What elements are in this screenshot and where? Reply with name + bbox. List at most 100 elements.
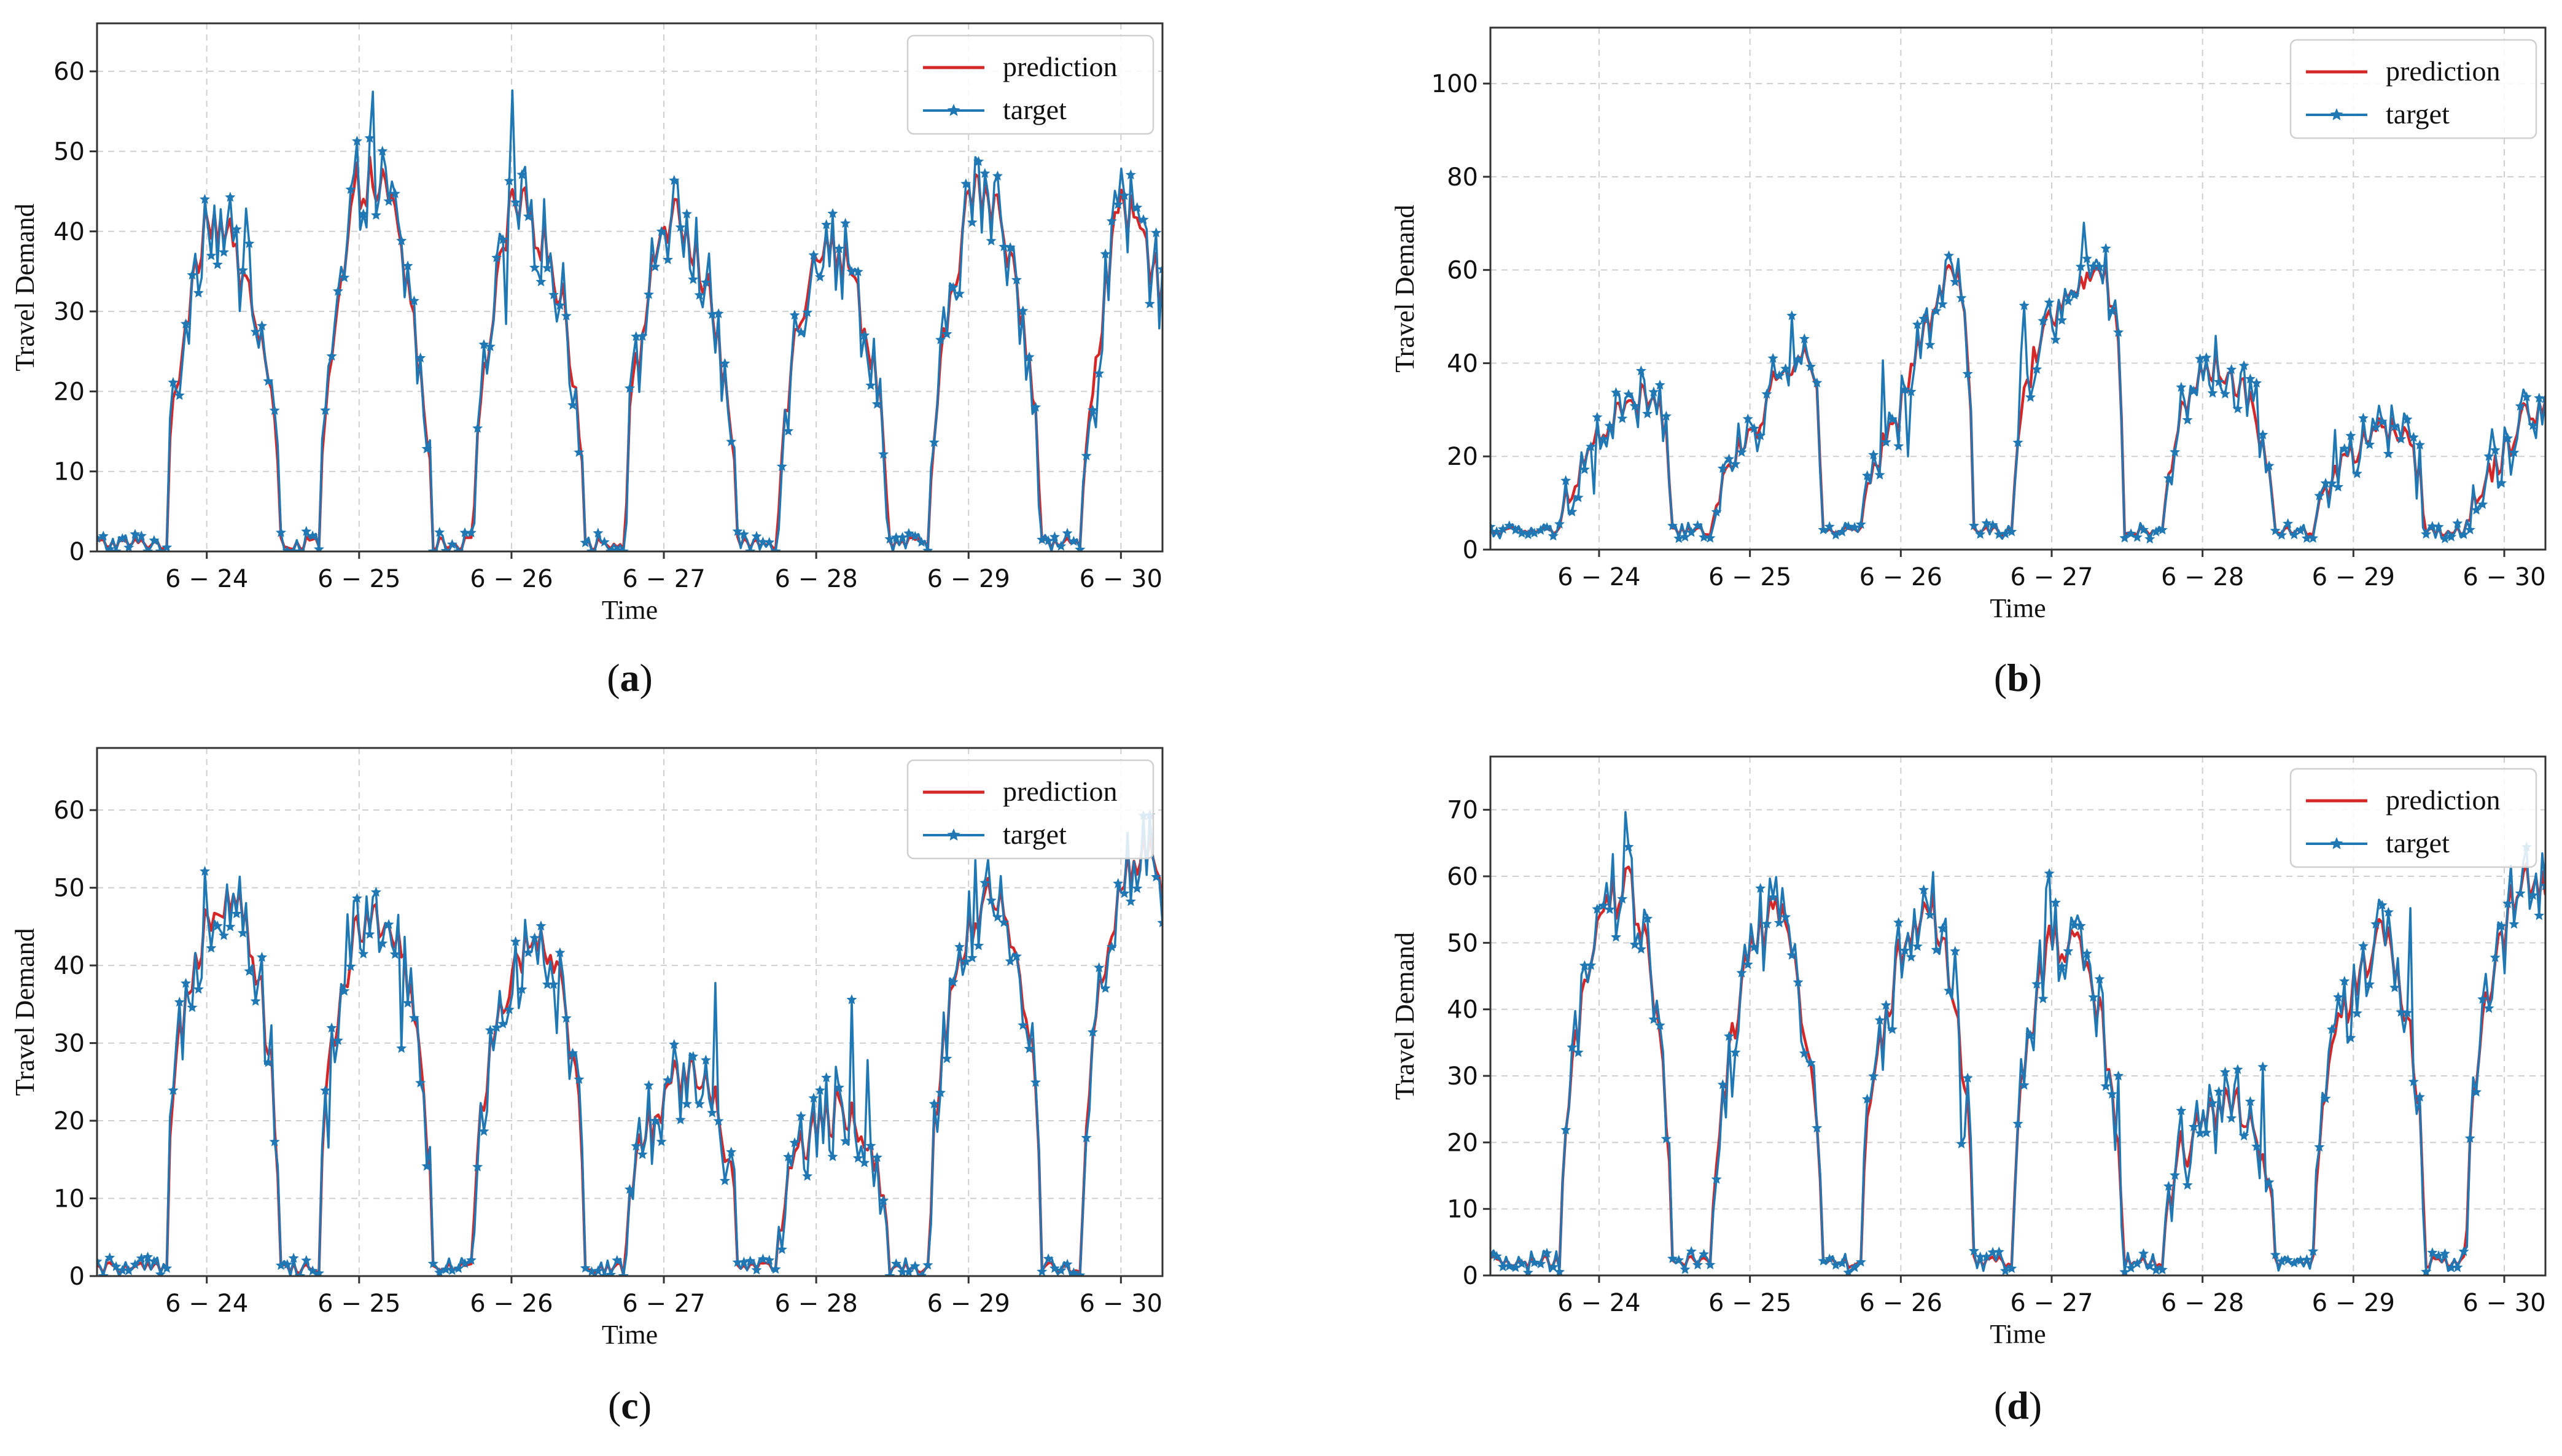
target-point: [427, 1258, 438, 1269]
target-point: [516, 169, 528, 179]
target-point: [2195, 1127, 2206, 1138]
target-point: [941, 329, 952, 339]
target-point: [1151, 871, 1162, 882]
target-point: [1598, 434, 1609, 444]
y-tick-label: 20: [53, 378, 85, 406]
target-point: [1786, 949, 1797, 960]
target-point: [795, 327, 806, 337]
target-point: [123, 1265, 134, 1275]
target-point: [1818, 524, 1829, 535]
target-point: [1812, 1123, 1823, 1133]
target-point: [1855, 518, 1866, 529]
target-point: [903, 1266, 914, 1276]
target-point: [200, 193, 211, 204]
y-tick-label: 0: [1463, 1262, 1478, 1290]
target-point: [263, 375, 274, 386]
target-point: [1037, 1266, 1048, 1276]
target-point: [2540, 880, 2545, 890]
target-point: [1113, 199, 1124, 209]
target-point: [745, 546, 756, 551]
target-point: [1087, 1026, 1098, 1037]
target-point: [2138, 524, 2149, 535]
y-tick-label: 40: [1447, 996, 1478, 1024]
x-tick-label: 6 − 29: [927, 565, 1010, 593]
target-point: [396, 235, 407, 246]
target-point: [339, 986, 350, 996]
target-point: [2219, 1067, 2230, 1077]
target-point: [1730, 458, 1741, 469]
target-point: [408, 1012, 419, 1023]
target-point: [1730, 1047, 1741, 1057]
target-point: [2534, 910, 2545, 921]
target-point: [1767, 352, 1778, 363]
x-tick-label: 6 − 30: [1080, 1290, 1162, 1318]
target-point: [2439, 1248, 2450, 1258]
target-point: [1567, 506, 1578, 516]
target-point: [1504, 520, 1515, 531]
target-point: [827, 208, 838, 219]
target-point: [345, 960, 356, 971]
target-point: [2433, 1250, 2444, 1261]
target-point: [643, 1080, 654, 1090]
target-point: [478, 339, 489, 349]
target-point: [2094, 261, 2105, 271]
target-point: [1950, 276, 1961, 287]
target-point: [2351, 468, 2362, 478]
y-tick-label: 100: [1431, 70, 1478, 98]
target-point: [491, 1022, 502, 1032]
target-point: [783, 426, 794, 436]
target-point: [2025, 1029, 2036, 1040]
target-point: [383, 195, 394, 206]
target-point: [2333, 481, 2344, 492]
target-point: [1968, 1245, 1979, 1256]
target-point: [1560, 1124, 1571, 1135]
target-point: [2408, 1076, 2419, 1086]
target-point: [1975, 529, 1986, 539]
target-point: [2012, 437, 2023, 448]
target-point: [2471, 504, 2482, 515]
target-point: [2270, 1249, 2281, 1259]
target-point: [719, 358, 730, 368]
target-point: [669, 174, 680, 185]
target-point: [523, 947, 534, 957]
target-point: [2427, 521, 2438, 531]
target-point: [313, 1267, 324, 1276]
target-point: [1661, 1133, 1672, 1143]
target-point: [738, 1256, 749, 1267]
target-point: [999, 917, 1010, 927]
target-point: [396, 1043, 407, 1053]
target-point: [364, 133, 375, 143]
x-tick-label: 6 − 27: [2010, 1289, 2093, 1317]
target-point: [897, 1266, 908, 1276]
target-point: [884, 533, 895, 544]
target-point: [98, 1271, 109, 1276]
target-point: [2188, 385, 2199, 395]
y-tick-label: 20: [1447, 1129, 1478, 1157]
target-point: [1157, 917, 1162, 928]
x-axis-label: Time: [1990, 593, 2046, 623]
target-point: [2314, 490, 2325, 500]
x-tick-label: 6 − 27: [622, 565, 705, 593]
target-point: [656, 1136, 667, 1147]
target-point: [162, 542, 173, 551]
target-point: [269, 405, 280, 415]
y-tick-label: 30: [53, 298, 85, 326]
target-point: [1579, 464, 1590, 474]
x-tick-label: 6 − 25: [317, 565, 400, 593]
target-point: [1686, 1246, 1697, 1256]
target-point: [1604, 420, 1615, 430]
x-axis-label: Time: [1990, 1319, 2046, 1349]
y-tick-label: 0: [69, 538, 85, 566]
target-point: [1686, 527, 1697, 537]
target-point: [802, 307, 813, 317]
target-point: [871, 1152, 882, 1162]
target-point: [2477, 499, 2488, 509]
target-point: [1673, 533, 1684, 543]
target-point: [1573, 1047, 1584, 1057]
target-point: [833, 243, 844, 254]
target-point: [751, 531, 762, 541]
target-point: [2057, 960, 2068, 971]
target-point: [1805, 361, 1816, 372]
target-point: [2238, 360, 2249, 370]
target-point: [459, 527, 470, 537]
